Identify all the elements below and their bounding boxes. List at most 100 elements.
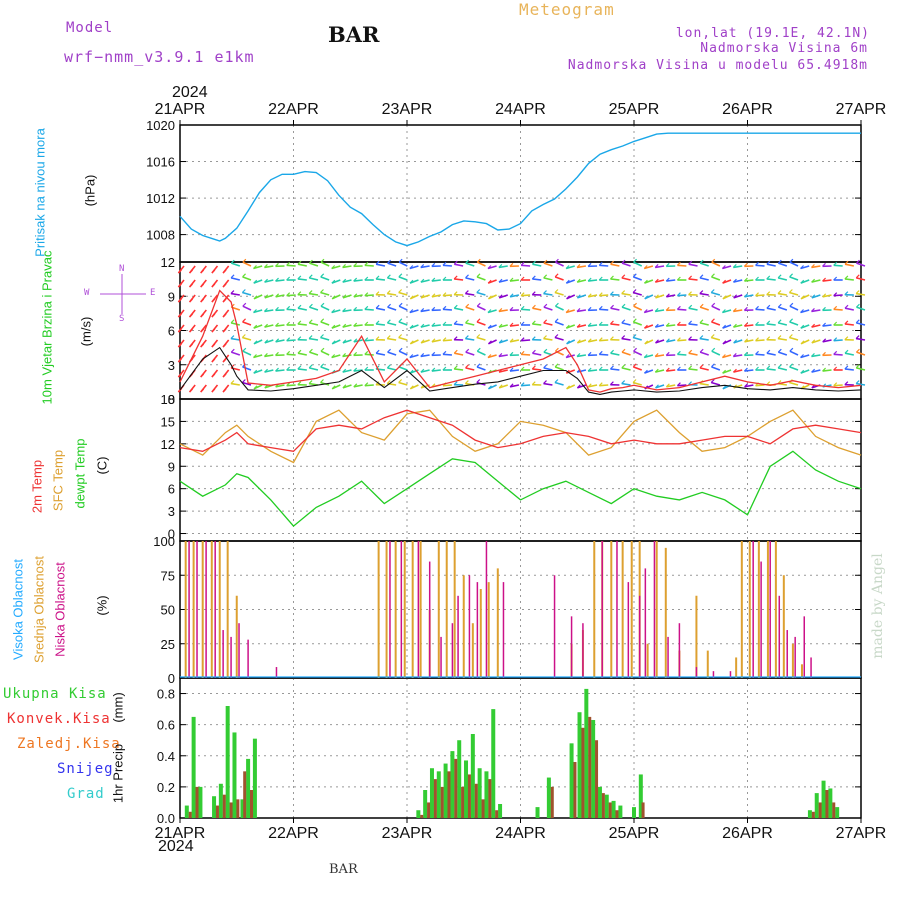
wind-arrow-head	[230, 380, 235, 384]
wind-arrow	[487, 354, 497, 359]
wind-arrow-head	[420, 294, 425, 299]
wind-arrow-head	[331, 385, 336, 390]
wind-arrow-head	[766, 275, 771, 280]
wind-arrow-head	[230, 259, 235, 264]
precip-bar-total	[252, 738, 257, 818]
wind-arrow-head	[699, 303, 704, 308]
wind-arrow	[576, 309, 587, 313]
wind-arrow-head	[241, 379, 246, 383]
wind-arrow	[364, 294, 374, 297]
wind-arrow-head	[610, 275, 614, 280]
wind-arrow-head	[241, 289, 246, 293]
wind-arrow-head	[576, 278, 581, 283]
wind-arrow	[610, 323, 620, 326]
wind-arrow	[811, 294, 821, 299]
wind-arrow	[442, 308, 452, 311]
wind-arrow	[699, 351, 709, 356]
wind-arrow	[342, 294, 352, 299]
wind-arrow-head	[420, 353, 425, 357]
wind-arrow-head	[755, 305, 759, 310]
wind-arrow-head	[621, 335, 626, 339]
wind-arrow-head	[387, 259, 391, 264]
wind-arrow-head	[286, 305, 291, 310]
wind-arrow	[766, 263, 776, 267]
wind-arrow-head	[800, 279, 805, 284]
wind-arrow-head	[177, 343, 182, 348]
wind-arrow-head	[688, 291, 692, 296]
wind-arrow-head	[822, 338, 827, 343]
wind-arrow-head	[442, 350, 447, 355]
precip-bar-total	[212, 796, 217, 818]
precip-bar-total	[591, 720, 596, 818]
wind-arrow	[509, 339, 520, 343]
wind-arrow-head	[509, 383, 514, 388]
wind-arrow	[320, 276, 330, 281]
wind-arrow-head	[844, 336, 849, 341]
wind-arrow	[320, 261, 330, 267]
wind-arrow-head	[699, 290, 704, 294]
wind-arrow-head	[655, 294, 659, 299]
wind-arrow	[286, 353, 296, 356]
wind-arrow-head	[442, 305, 447, 310]
precip-bar-total	[821, 780, 826, 818]
wind-arrow	[789, 276, 799, 281]
wind-arrow-head	[665, 262, 670, 267]
wind-arrow	[498, 309, 508, 313]
wind-arrow	[644, 265, 654, 270]
wind-arrow-head	[766, 365, 771, 370]
wind-arrow-head	[688, 365, 693, 370]
wind-arrow-head	[386, 380, 391, 384]
wind-arrow	[566, 369, 576, 374]
wind-arrow	[487, 324, 497, 329]
wind-arrow-head	[856, 303, 860, 308]
wind-arrow-head	[409, 309, 414, 313]
wind-arrow	[599, 384, 609, 387]
wind-arrow-head	[431, 293, 436, 298]
precip-bar-total	[416, 810, 421, 818]
wind-arrow-head	[800, 309, 804, 313]
wind-arrow	[331, 309, 341, 314]
wind-arrow-head	[554, 289, 559, 293]
wind-arrow-head	[387, 303, 391, 308]
wind-arrow-head	[744, 293, 748, 298]
wind-arrow	[856, 277, 866, 281]
wind-arrow-head	[453, 381, 458, 386]
wind-arrow	[286, 294, 296, 297]
wind-arrow	[744, 279, 754, 282]
wind-arrow	[811, 309, 821, 313]
wind-arrow-head	[811, 264, 815, 268]
wind-arrow-head	[856, 348, 860, 353]
wind-arrow-head	[420, 368, 425, 373]
wind-arrow-head	[743, 262, 748, 267]
wind-arrow-head	[264, 368, 268, 373]
wind-arrow	[733, 324, 743, 328]
y-tick-label: 0.6	[157, 718, 175, 733]
wind-arrow-head	[610, 304, 614, 309]
wind-arrow-head	[554, 363, 559, 368]
wind-arrow	[420, 324, 430, 328]
wind-arrow	[855, 337, 866, 341]
wind-arrow	[264, 369, 274, 373]
wind-arrow	[699, 337, 709, 341]
y-tick-label: 18	[161, 392, 175, 407]
wind-arrow	[610, 278, 620, 281]
precip-bar-total	[835, 807, 840, 818]
wind-arrow-head	[177, 298, 182, 303]
wind-arrow	[655, 309, 665, 313]
precip-bar-total	[429, 768, 434, 818]
wind-arrow-head	[833, 321, 838, 326]
wind-arrow	[342, 339, 352, 344]
wind-arrow-head	[721, 354, 726, 358]
wind-arrow-head	[375, 260, 380, 265]
wind-arrow	[733, 265, 743, 269]
wind-arrow-head	[855, 319, 860, 324]
wind-arrow	[454, 323, 464, 326]
wind-arrow-head	[654, 323, 659, 328]
legend-total-precip: Ukupna Kisa	[3, 686, 107, 702]
wind-arrow-head	[543, 290, 547, 294]
wind-arrow-head	[621, 364, 626, 369]
wind-arrow	[666, 339, 676, 343]
wind-arrow	[822, 279, 832, 282]
wind-arrow-head	[308, 319, 313, 324]
wind-arrow	[275, 384, 285, 388]
